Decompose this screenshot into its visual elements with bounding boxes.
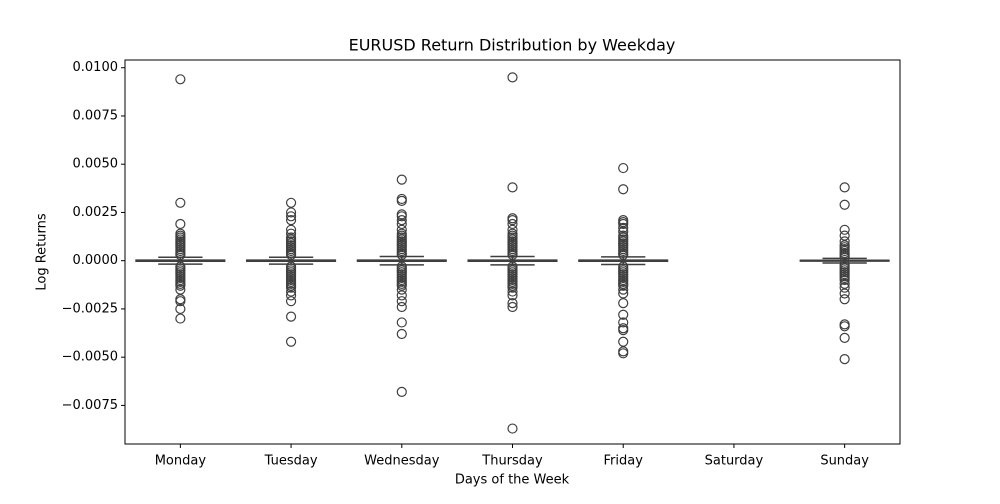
y-tick-label: −0.0075: [62, 398, 118, 413]
outlier: [396, 195, 407, 206]
outlier: [618, 226, 629, 237]
y-tick-label: −0.0025: [62, 301, 118, 316]
outlier: [839, 278, 850, 289]
outlier: [839, 230, 850, 241]
outlier: [396, 211, 407, 222]
outlier: [507, 215, 518, 226]
x-tick-label: Sunday: [820, 454, 869, 469]
outlier: [507, 72, 518, 83]
outlier: [396, 386, 407, 397]
x-axis-label: Days of the Week: [455, 473, 570, 488]
outlier: [839, 288, 850, 299]
outlier: [175, 249, 186, 260]
outlier: [507, 423, 518, 434]
outlier: [839, 274, 850, 286]
outlier: [285, 286, 297, 297]
outlier: [285, 215, 297, 226]
outlier: [618, 348, 629, 359]
outlier: [285, 282, 297, 293]
outlier: [285, 296, 297, 307]
outlier: [175, 284, 186, 295]
outlier: [285, 224, 297, 235]
outlier: [618, 317, 629, 328]
outlier: [285, 336, 297, 347]
outlier: [618, 325, 629, 336]
outlier: [618, 162, 629, 174]
x-tick-label: Wednesday: [364, 454, 440, 469]
outlier: [618, 218, 629, 230]
outlier: [839, 182, 850, 193]
outlier: [839, 332, 850, 343]
outlier: [839, 251, 850, 262]
outlier: [618, 280, 629, 291]
outlier: [285, 211, 297, 222]
outlier: [396, 218, 407, 230]
outlier: [285, 249, 297, 260]
y-tick-label: 0.0050: [73, 157, 119, 172]
outlier: [618, 284, 629, 295]
outlier: [507, 301, 518, 313]
outlier: [396, 224, 407, 235]
outlier: [396, 290, 407, 301]
outlier: [618, 298, 629, 309]
x-tick-label: Monday: [155, 454, 207, 469]
outlier: [396, 280, 407, 291]
outlier: [285, 228, 297, 239]
outlier: [839, 282, 850, 293]
outlier: [175, 218, 186, 230]
outlier: [396, 328, 407, 340]
outlier: [507, 282, 518, 293]
outlier: [175, 303, 186, 315]
outlier: [839, 199, 850, 210]
outlier: [285, 311, 297, 322]
outlier: [839, 236, 850, 247]
outlier: [175, 197, 186, 208]
outlier: [839, 353, 850, 365]
outlier: [839, 321, 850, 332]
outlier: [396, 317, 407, 328]
outlier: [618, 336, 629, 347]
outlier: [618, 288, 629, 299]
outlier: [839, 294, 850, 305]
outlier: [175, 296, 186, 307]
outlier: [396, 249, 407, 260]
outlier: [507, 298, 518, 309]
outlier: [175, 280, 186, 291]
outlier: [618, 249, 629, 260]
y-tick-label: 0.0000: [73, 253, 119, 268]
outlier: [507, 224, 518, 235]
outlier: [507, 290, 518, 301]
outlier: [507, 249, 518, 260]
outlier: [396, 174, 407, 185]
x-tick-label: Saturday: [705, 454, 764, 469]
y-axis-label: Log Returns: [35, 213, 50, 290]
outlier: [396, 301, 407, 313]
x-tick-label: Tuesday: [264, 454, 318, 469]
x-tick-label: Thursday: [481, 454, 543, 469]
chart-title: EURUSD Return Distribution by Weekday: [349, 36, 676, 55]
outlier: [618, 222, 629, 233]
outlier: [507, 286, 518, 297]
outlier: [396, 215, 407, 226]
y-tick-label: 0.0100: [73, 60, 119, 75]
outlier: [285, 207, 297, 218]
y-tick-label: 0.0025: [73, 205, 119, 220]
outlier: [396, 284, 407, 295]
outlier: [618, 184, 629, 195]
outlier: [175, 313, 186, 324]
outlier: [839, 224, 850, 235]
y-tick-label: 0.0075: [73, 108, 119, 123]
y-tick-label: −0.0050: [62, 350, 118, 365]
x-tick-label: Friday: [604, 454, 644, 469]
outlier: [618, 309, 629, 320]
outlier: [396, 296, 407, 307]
outlier: [285, 290, 297, 301]
outlier: [175, 74, 186, 85]
outlier: [285, 197, 297, 208]
outlier: [507, 218, 518, 230]
outlier: [507, 182, 518, 193]
